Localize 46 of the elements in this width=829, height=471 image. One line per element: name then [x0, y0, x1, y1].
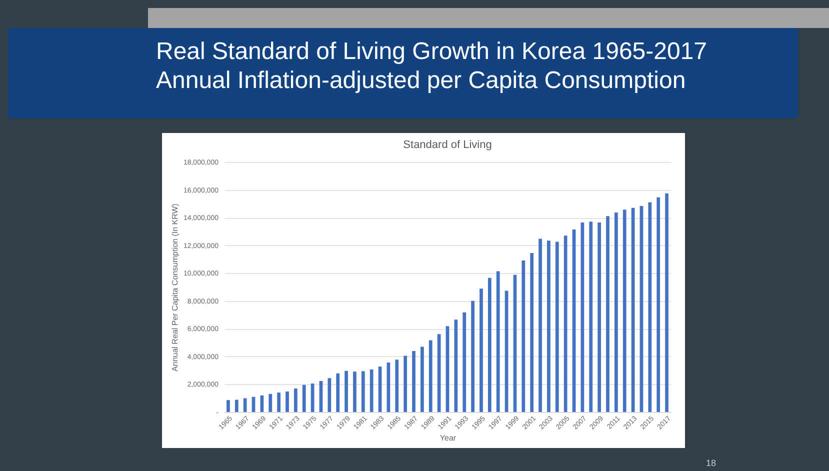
x-axis-title: Year: [440, 433, 456, 442]
bar: [555, 242, 559, 412]
bar: [370, 370, 374, 412]
bar: [226, 400, 230, 412]
bar: [589, 222, 593, 412]
bar: [336, 373, 340, 412]
bar: [344, 370, 348, 412]
text: 18: [706, 458, 716, 468]
text: Real Standard of Living Growth in Korea 1965-2017: [156, 37, 708, 66]
bar: [480, 288, 483, 412]
bar: [462, 312, 466, 412]
bar: [286, 391, 289, 412]
bar: [328, 378, 332, 412]
bar: [496, 271, 500, 412]
bar: [665, 193, 668, 412]
bar: [614, 212, 618, 412]
y-axis-title: Annual Real Per Capita Consumption (In KRW): [170, 203, 180, 372]
bar: [522, 260, 526, 412]
bar: [488, 278, 492, 412]
bar: [648, 202, 652, 412]
chart-title: Standard of Living: [403, 139, 492, 151]
bar: [437, 334, 441, 412]
bar: [302, 384, 306, 412]
bar: [454, 320, 458, 412]
bar: [404, 356, 408, 412]
bar: [268, 394, 272, 412]
bar: [277, 392, 281, 412]
bar: [353, 372, 356, 412]
bar: [622, 210, 626, 412]
bar: [530, 252, 534, 412]
bar: [420, 346, 424, 412]
bar: [538, 238, 542, 412]
bar: [361, 371, 365, 412]
bar: [598, 222, 601, 412]
bar: [243, 398, 247, 412]
bar: [606, 216, 610, 412]
bar: [471, 300, 474, 412]
bar: [412, 351, 416, 412]
bar: [564, 236, 568, 412]
bar: [656, 197, 660, 412]
text: Annual Inflation-adjusted per Capita Consumption: [156, 66, 687, 95]
bar: [294, 388, 298, 412]
bar: [234, 400, 238, 412]
bar: [395, 360, 399, 412]
bar: [428, 340, 432, 412]
bar: [547, 240, 550, 412]
